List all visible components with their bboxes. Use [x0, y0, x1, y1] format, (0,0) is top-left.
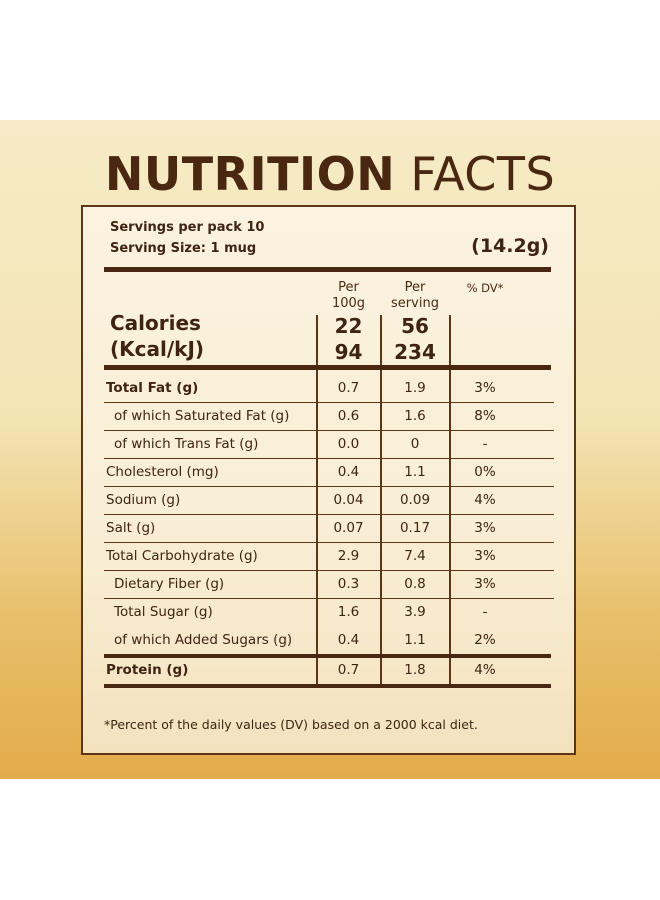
- table-row: Total Carbohydrate (g) 2.9 7.4 3%: [104, 542, 554, 571]
- table-row: Total Sugar (g) 1.6 3.9 -: [104, 598, 554, 626]
- col-per100g-line2: 100g: [331, 296, 366, 311]
- table-row: Dietary Fiber (g) 0.3 0.8 3%: [104, 570, 554, 599]
- value-perserving: 1.1: [404, 632, 426, 648]
- value-per100g: 0.04: [333, 492, 364, 508]
- nutrient-name: Sodium (g): [106, 492, 181, 508]
- serving-grams: (14.2g): [471, 235, 549, 257]
- calories-unit-label: (Kcal/kJ): [110, 337, 205, 361]
- col-per100g-line1: Per: [338, 280, 359, 295]
- value-perserving: 0: [410, 436, 420, 452]
- serving-size: Serving Size: 1 mug: [110, 241, 257, 256]
- kj-per100g: 94: [334, 340, 363, 364]
- thick-divider-top: [104, 267, 551, 272]
- col-perserving-line2: serving: [391, 296, 439, 311]
- nutrient-name: of which Trans Fat (g): [114, 436, 259, 452]
- value-dv: 3%: [474, 576, 496, 592]
- value-dv: 3%: [474, 520, 496, 536]
- kj-perserving: 234: [394, 340, 436, 364]
- value-per100g: 0.6: [337, 408, 360, 424]
- value-dv: 0%: [474, 464, 496, 480]
- table-row: of which Trans Fat (g) 0.0 0 -: [104, 430, 554, 459]
- value-perserving: 1.1: [404, 464, 426, 480]
- column-rule-1: [316, 315, 318, 685]
- kcal-per100g: 22: [334, 314, 363, 338]
- page-title: NUTRITION FACTS: [0, 148, 660, 200]
- value-perserving: 1.8: [404, 662, 426, 678]
- value-dv: 4%: [474, 662, 496, 678]
- col-perserving-header: Per serving: [381, 280, 449, 312]
- title-bold: NUTRITION: [104, 147, 396, 201]
- value-perserving: 3.9: [404, 604, 426, 620]
- nutrient-name: Protein (g): [106, 662, 189, 678]
- value-dv: 3%: [474, 380, 496, 396]
- value-per100g: 1.6: [337, 604, 360, 620]
- col-perserving-line1: Per: [404, 280, 426, 295]
- thick-divider-protein: [104, 654, 551, 658]
- value-dv: -: [482, 604, 488, 620]
- value-dv: 3%: [474, 548, 496, 564]
- value-dv: 4%: [474, 492, 496, 508]
- value-perserving: 0.09: [399, 492, 431, 508]
- footnote: *Percent of the daily values (DV) based …: [104, 717, 478, 732]
- thick-divider-calories: [104, 365, 551, 370]
- nutrient-name: Cholesterol (mg): [106, 464, 219, 480]
- column-rule-2: [380, 315, 382, 685]
- value-perserving: 1.9: [404, 380, 426, 396]
- value-perserving: 7.4: [404, 548, 426, 564]
- value-perserving: 1.6: [404, 408, 426, 424]
- value-per100g: 0.4: [337, 464, 360, 480]
- value-per100g: 0.7: [337, 662, 360, 678]
- value-perserving: 0.8: [404, 576, 426, 592]
- table-row: Sodium (g) 0.04 0.09 4%: [104, 486, 554, 515]
- nutrient-name: of which Saturated Fat (g): [114, 408, 290, 424]
- nutrient-name: Total Fat (g): [106, 380, 199, 396]
- value-dv: 2%: [474, 632, 496, 648]
- nutrient-name: Dietary Fiber (g): [114, 576, 225, 592]
- nutrient-name: Salt (g): [106, 520, 156, 536]
- table-row: of which Added Sugars (g) 0.4 1.1 2%: [104, 626, 554, 654]
- value-dv: 8%: [474, 408, 496, 424]
- nutrient-name: Total Carbohydrate (g): [106, 548, 258, 564]
- table-row: Total Fat (g) 0.7 1.9 3%: [104, 374, 554, 403]
- kcal-perserving: 56: [401, 314, 429, 338]
- value-dv: -: [482, 436, 488, 452]
- value-per100g: 0.0: [337, 436, 360, 452]
- value-per100g: 0.3: [337, 576, 360, 592]
- value-perserving: 0.17: [399, 520, 431, 536]
- nutrition-panel: Servings per pack 10 Serving Size: 1 mug…: [81, 205, 576, 755]
- calories-label: Calories: [110, 311, 201, 335]
- col-per100g-header: Per 100g: [317, 280, 380, 312]
- nutrient-name: of which Added Sugars (g): [114, 632, 293, 648]
- col-dv-header: % DV*: [466, 281, 504, 295]
- column-rule-3: [449, 315, 451, 685]
- table-row: Salt (g) 0.07 0.17 3%: [104, 514, 554, 543]
- nutrient-name: Total Sugar (g): [114, 604, 213, 620]
- table-row: Protein (g) 0.7 1.8 4%: [104, 656, 554, 684]
- value-per100g: 0.4: [337, 632, 360, 648]
- value-per100g: 0.07: [333, 520, 364, 536]
- table-row: of which Saturated Fat (g) 0.6 1.6 8%: [104, 402, 554, 431]
- thick-divider-bottom: [104, 684, 551, 688]
- value-per100g: 0.7: [337, 380, 360, 396]
- title-light: FACTS: [410, 147, 556, 201]
- servings-per-pack: Servings per pack 10: [110, 220, 265, 235]
- value-per100g: 2.9: [337, 548, 360, 564]
- table-row: Cholesterol (mg) 0.4 1.1 0%: [104, 458, 554, 487]
